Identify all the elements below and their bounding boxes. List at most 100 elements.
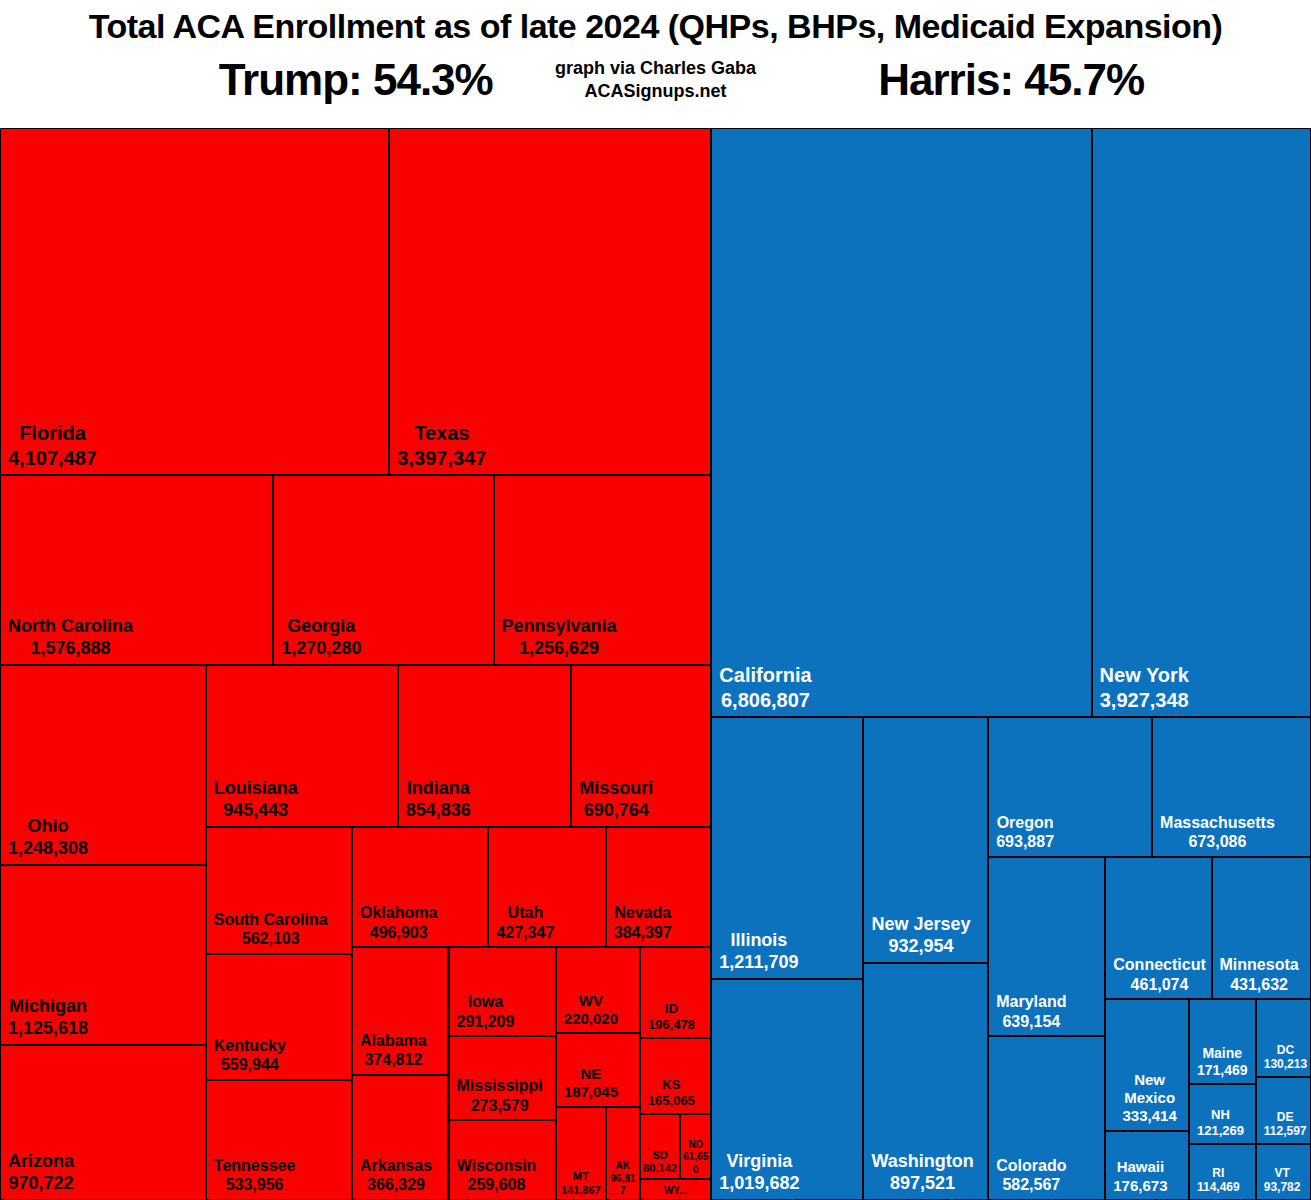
state-value: 1,270,280 <box>281 638 361 660</box>
treemap-cell-sd: SD80,142 <box>640 1114 680 1179</box>
treemap-cell-new-jersey: New Jersey932,954 <box>863 717 988 963</box>
state-value: 259,608 <box>457 1175 537 1195</box>
state-name: Arizona <box>8 1151 74 1173</box>
state-value: 171,469 <box>1197 1062 1248 1079</box>
state-name: Wisconsin <box>457 1156 537 1176</box>
state-name: California <box>719 663 811 687</box>
treemap-cell-connecticut: Connecticut461,074 <box>1105 857 1211 1000</box>
state-label: Louisiana945,443 <box>207 778 300 826</box>
state-name: SD <box>643 1149 677 1162</box>
state-label: Texas3,397,347 <box>390 421 488 474</box>
state-label: SD80,142 <box>641 1149 679 1178</box>
state-value: 1,125,618 <box>8 1018 88 1040</box>
state-name: Louisiana <box>214 778 298 800</box>
state-name: KS <box>648 1077 695 1093</box>
state-name: Connecticut <box>1113 955 1205 975</box>
state-label: DE112,597 <box>1257 1110 1309 1143</box>
state-value: 4,107,487 <box>8 446 97 470</box>
treemap-cell-maine: Maine171,469 <box>1189 999 1256 1083</box>
treemap-cell-id: ID196,478 <box>640 947 711 1037</box>
harris-share-label: Harris: 45.7% <box>878 55 1144 104</box>
state-name: Kentucky <box>214 1036 286 1056</box>
state-name: NE <box>564 1065 618 1083</box>
state-label: Michigan1,125,618 <box>1 996 90 1044</box>
state-name: Mississippi <box>457 1076 543 1096</box>
state-value: 374,812 <box>360 1050 427 1070</box>
treemap-cell-south-carolina: South Carolina562,103 <box>206 827 352 954</box>
state-name: AK <box>609 1160 637 1172</box>
treemap-cell-florida: Florida4,107,487 <box>0 128 389 475</box>
state-label: Connecticut461,074 <box>1106 955 1207 998</box>
treemap-cell-california: California6,806,807 <box>711 128 1091 717</box>
state-label: Minnesota431,632 <box>1213 955 1301 998</box>
state-label: North Carolina1,576,888 <box>1 616 135 664</box>
state-label: Mississippi273,579 <box>450 1076 545 1119</box>
state-value: 114,469 <box>1197 1180 1240 1195</box>
state-label: Florida4,107,487 <box>1 421 99 474</box>
state-value: 431,632 <box>1220 975 1299 995</box>
state-value: 93,782 <box>1264 1180 1301 1195</box>
attribution-line2: ACASignups.net <box>555 80 756 103</box>
state-name: Alabama <box>360 1031 427 1051</box>
state-name: Hawaii <box>1113 1158 1167 1176</box>
state-value: 220,020 <box>564 1010 618 1028</box>
state-name: WY... <box>664 1185 687 1197</box>
treemap-cell-dc: DC130,213 <box>1256 999 1311 1077</box>
treemap-cell-wisconsin: Wisconsin259,608 <box>449 1120 556 1200</box>
state-label: Washington897,521 <box>864 1151 975 1199</box>
treemap-cell-wy: WY... <box>640 1179 711 1200</box>
attribution-line1: graph via Charles Gaba <box>555 57 756 80</box>
treemap-cell-nd: ND61,650 <box>680 1114 711 1179</box>
treemap-cell-ri: RI114,469 <box>1189 1144 1256 1200</box>
state-name: Washington <box>871 1151 973 1173</box>
state-value: 693,887 <box>996 832 1054 852</box>
state-name: ND <box>683 1139 708 1151</box>
state-label: California6,806,807 <box>712 663 813 716</box>
treemap-cell-illinois: Illinois1,211,709 <box>711 717 863 979</box>
state-label: Alabama374,812 <box>353 1031 429 1074</box>
state-label: Pennsylvania1,256,629 <box>495 616 619 664</box>
treemap-cell-kentucky: Kentucky559,944 <box>206 954 352 1080</box>
state-name: RI <box>1197 1166 1240 1181</box>
state-name: ID <box>648 1001 695 1017</box>
treemap-cell-nevada: Nevada384,397 <box>606 827 712 947</box>
state-value: 6,806,807 <box>719 688 811 712</box>
state-value: 384,397 <box>614 923 672 943</box>
state-name: VT <box>1264 1166 1301 1181</box>
state-label: New Jersey932,954 <box>864 914 972 962</box>
state-name: New Jersey <box>871 914 970 936</box>
treemap-cell-utah: Utah427,347 <box>488 827 605 947</box>
treemap-cell-nh: NH121,269 <box>1189 1084 1256 1144</box>
state-label: WV220,020 <box>557 992 620 1033</box>
treemap-cell-pennsylvania: Pennsylvania1,256,629 <box>494 475 712 665</box>
state-value: 3,927,348 <box>1100 688 1189 712</box>
state-name: Oklahoma <box>360 903 437 923</box>
state-label: New York3,927,348 <box>1093 663 1191 716</box>
state-label: Maine171,469 <box>1190 1045 1250 1083</box>
treemap-cell-iowa: Iowa291,209 <box>449 947 556 1036</box>
state-label: Iowa291,209 <box>450 992 517 1035</box>
state-value: 1,256,629 <box>502 638 617 660</box>
treemap-cell-louisiana: Louisiana945,443 <box>206 665 398 827</box>
state-value: 562,103 <box>214 929 328 949</box>
state-name: Iowa <box>457 992 515 1012</box>
state-label: Hawaii176,673 <box>1106 1158 1169 1199</box>
attribution: graph via Charles Gaba ACASignups.net <box>555 57 756 102</box>
state-name: Ohio <box>8 816 88 838</box>
state-name: Missouri <box>579 778 653 800</box>
treemap-cell-oregon: Oregon693,887 <box>988 717 1152 856</box>
state-name: Maine <box>1197 1045 1248 1062</box>
state-name: North Carolina <box>8 616 133 638</box>
state-label: Arizona970,722 <box>1 1151 76 1199</box>
state-label: KS165,065 <box>641 1077 697 1113</box>
treemap-cell-oklahoma: Oklahoma496,903 <box>352 827 488 947</box>
state-label: AK96,817 <box>607 1160 639 1199</box>
state-value: 427,347 <box>496 923 554 943</box>
treemap-cell-hawaii: Hawaii176,673 <box>1105 1131 1189 1200</box>
state-name: Utah <box>496 903 554 923</box>
state-label: South Carolina562,103 <box>207 910 330 953</box>
state-value: 187,045 <box>564 1083 618 1101</box>
treemap-cell-de: DE112,597 <box>1256 1077 1311 1144</box>
state-name: Illinois <box>719 930 798 952</box>
state-value: 196,478 <box>648 1017 695 1033</box>
